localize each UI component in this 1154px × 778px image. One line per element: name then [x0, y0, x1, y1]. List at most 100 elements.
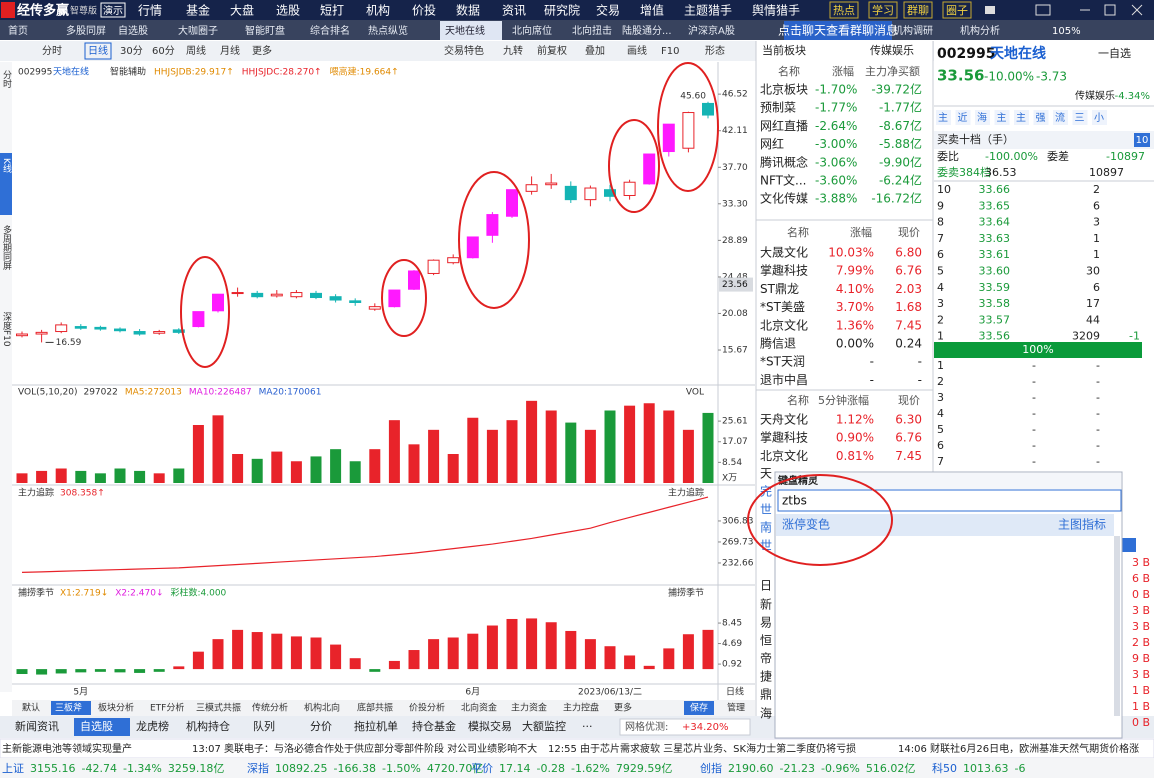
nav-item[interactable]: 队列 — [253, 719, 275, 733]
nav-item[interactable]: 分价 — [310, 720, 332, 733]
nav-item[interactable]: 自选股 — [80, 720, 113, 733]
menu-item[interactable]: 资讯 — [502, 4, 526, 18]
shortcut[interactable]: 流 — [1055, 111, 1065, 124]
tool-button[interactable]: 前复权 — [537, 44, 567, 57]
sector-name[interactable]: 北京板块 — [760, 83, 808, 97]
shortcut[interactable]: 小 — [1094, 112, 1104, 124]
save-button[interactable]: 保存 — [690, 702, 708, 714]
top-button[interactable]: 热点 — [833, 4, 855, 17]
top-button[interactable]: 圈子 — [946, 4, 968, 17]
side-tab[interactable]: K线 — [1, 158, 12, 173]
tab[interactable]: 天地在线 — [445, 24, 485, 37]
stock-name[interactable]: 大晟文化 — [760, 245, 808, 260]
top-button[interactable]: 学习 — [872, 3, 894, 17]
nav-item[interactable]: 持仓基金 — [412, 719, 456, 733]
indicator-tab[interactable]: 传统分析 — [252, 702, 288, 714]
stock-name[interactable]: 退市中昌 — [760, 372, 808, 387]
nav-item[interactable]: 拖拉机单 — [354, 719, 398, 733]
stock-name[interactable]: 腾信退 — [760, 336, 796, 351]
tab[interactable]: 大咖圈子 — [178, 24, 218, 37]
stock-name[interactable]: *ST天润 — [760, 355, 805, 369]
period-button[interactable]: 日线 — [88, 44, 108, 57]
tab[interactable]: 综合排名 — [310, 24, 350, 37]
indicator-tab[interactable]: 主力控盘 — [563, 702, 599, 714]
popup-input-text[interactable]: ztbs — [782, 494, 807, 508]
shortcut[interactable]: 主 — [1016, 112, 1026, 124]
menu-item[interactable]: 研究院 — [544, 3, 580, 18]
shortcut[interactable]: 主 — [938, 112, 948, 124]
menu-item[interactable]: 舆情猎手 — [752, 3, 800, 18]
menu-item[interactable]: 增值 — [640, 3, 664, 18]
shortcut[interactable]: 强 — [1036, 112, 1046, 124]
menu-item[interactable]: 数据 — [456, 3, 480, 18]
period-button[interactable]: 周线 — [186, 44, 206, 57]
menu-item[interactable]: 选股 — [276, 4, 300, 18]
period-button[interactable]: 30分 — [120, 45, 143, 57]
manage-button[interactable]: 管理 — [727, 702, 745, 714]
menu-item[interactable]: 交易 — [596, 3, 620, 18]
tab[interactable]: 热点纵览 — [368, 24, 408, 37]
menu-item[interactable]: 主题猎手 — [684, 4, 732, 18]
side-tab[interactable]: 分时 — [1, 70, 12, 88]
tab[interactable]: 北向扭击 — [572, 24, 612, 37]
tab[interactable]: 自选股 — [118, 24, 148, 37]
tab[interactable]: 首页 — [8, 24, 28, 37]
stock-name[interactable]: 北京文化 — [760, 317, 808, 332]
indicator-tab[interactable]: 三板斧 — [55, 702, 82, 714]
menu-item[interactable]: 机构 — [366, 3, 390, 18]
menu-item[interactable]: 基金 — [186, 3, 210, 18]
shortcut[interactable]: 近 — [958, 111, 968, 124]
period-button[interactable]: 分时 — [42, 45, 62, 57]
period-button[interactable]: 月线 — [220, 44, 240, 57]
tool-button[interactable]: 画线 — [627, 44, 647, 57]
period-button[interactable]: 60分 — [152, 45, 175, 57]
nav-item[interactable]: ··· — [582, 720, 593, 733]
stock-name[interactable]: ST鼎龙 — [760, 282, 799, 296]
tab[interactable]: 机构调研 — [893, 24, 933, 37]
menu-item[interactable]: 大盘 — [230, 3, 254, 18]
shortcut[interactable]: 三 — [1075, 113, 1085, 124]
indicator-tab[interactable]: 三模式共振 — [196, 702, 241, 714]
shortcut[interactable]: 海 — [977, 111, 987, 124]
tool-button[interactable]: 叠加 — [585, 45, 605, 57]
indicator-tab[interactable]: ETF分析 — [150, 702, 184, 714]
side-tab[interactable]: 深度F10 — [1, 312, 12, 347]
stock-name[interactable]: *ST美盛 — [760, 299, 805, 314]
tool-button[interactable]: 交易特色 — [444, 44, 484, 57]
tab[interactable]: 陆股通分... — [622, 24, 672, 37]
sector-name[interactable]: 网红 — [760, 136, 784, 151]
indicator-tab[interactable]: 底部共振 — [357, 702, 393, 714]
tool-button[interactable]: F10 — [661, 46, 679, 57]
indicator-tab[interactable]: 价投分析 — [409, 702, 445, 714]
menu-item[interactable]: 价投 — [412, 3, 436, 18]
indicator-tab[interactable]: 主力资金 — [511, 702, 547, 714]
nav-item[interactable]: 新闻资讯 — [15, 719, 59, 733]
tab[interactable]: 北向席位 — [512, 24, 552, 37]
top-button[interactable]: 群聊 — [907, 3, 929, 17]
tab[interactable]: 机构分析 — [960, 24, 1000, 37]
levels-button[interactable]: 10 — [1136, 135, 1149, 146]
sector-name[interactable]: 腾讯概念 — [760, 154, 808, 169]
sector-name[interactable]: 网红直播 — [760, 118, 808, 133]
period-button[interactable]: 更多 — [252, 44, 272, 57]
tool-button[interactable]: 形态 — [705, 44, 725, 57]
indicator-tab[interactable]: 默认 — [22, 702, 40, 714]
menu-item[interactable]: 短打 — [320, 4, 344, 18]
stock-name[interactable]: 天舟文化 — [760, 412, 808, 427]
stock-name[interactable]: 掌趣科技 — [760, 430, 808, 445]
indicator-tab[interactable]: 机构北向 — [304, 702, 340, 714]
side-tab[interactable]: 多周期同屏 — [1, 224, 12, 271]
stock-name[interactable]: 北京文化 — [760, 448, 808, 463]
indicator-tab[interactable]: 更多 — [614, 702, 632, 714]
stock-name[interactable]: 掌趣科技 — [760, 263, 808, 278]
shortcut[interactable]: 主 — [997, 112, 1007, 124]
nav-item[interactable]: 龙虎榜 — [136, 719, 169, 733]
sector-name[interactable]: 文化传媒 — [760, 191, 808, 206]
indicator-tab[interactable]: 板块分析 — [98, 702, 134, 714]
tool-button[interactable]: 九转 — [503, 44, 523, 57]
nav-item[interactable]: 模拟交易 — [468, 719, 512, 733]
chat-tip[interactable]: 点击聊天查看群聊消息 — [778, 23, 898, 38]
tab[interactable]: 沪深京A股 — [688, 24, 735, 37]
nav-item[interactable]: 机构持仓 — [186, 719, 230, 733]
watch-button[interactable]: 一自选 — [1098, 47, 1131, 60]
